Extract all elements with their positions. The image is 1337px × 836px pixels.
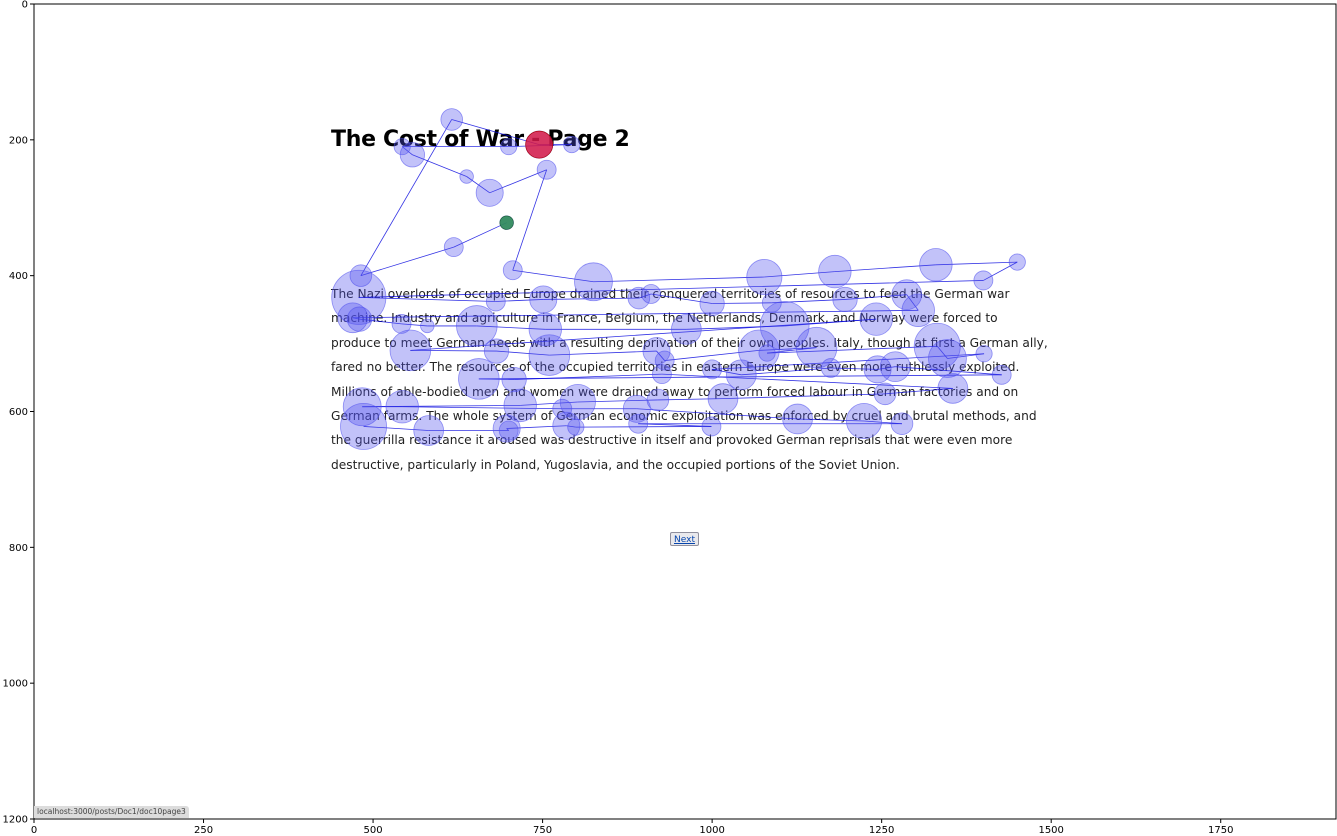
y-tick-label: 1000 — [3, 679, 28, 690]
next-button[interactable]: Next — [670, 532, 699, 546]
x-tick-label: 0 — [31, 825, 37, 836]
y-tick-label: 400 — [9, 271, 28, 282]
x-tick-label: 1250 — [869, 825, 894, 836]
y-axis-ticks: 0 200 400 600 800 1000 1200 — [3, 0, 34, 826]
x-tick-label: 750 — [533, 825, 552, 836]
y-tick-label: 600 — [9, 407, 28, 418]
y-tick-label: 200 — [9, 135, 28, 146]
x-tick-label: 1750 — [1208, 825, 1233, 836]
x-tick-label: 1000 — [699, 825, 724, 836]
x-tick-label: 250 — [194, 825, 213, 836]
x-axis-ticks: 0 250 500 750 1000 1250 1500 1750 — [31, 819, 1233, 836]
x-tick-label: 500 — [364, 825, 383, 836]
y-tick-label: 1200 — [3, 815, 28, 826]
x-tick-label: 1500 — [1038, 825, 1063, 836]
status-bar-url: localhost:3000/posts/Doc1/doc10page3 — [34, 806, 189, 818]
y-tick-label: 0 — [22, 0, 28, 11]
page-title: The Cost of War - Page 2 — [331, 127, 630, 152]
y-tick-label: 800 — [9, 543, 28, 554]
page-paragraph: The Nazi overlords of occupied Europe dr… — [331, 287, 1048, 472]
